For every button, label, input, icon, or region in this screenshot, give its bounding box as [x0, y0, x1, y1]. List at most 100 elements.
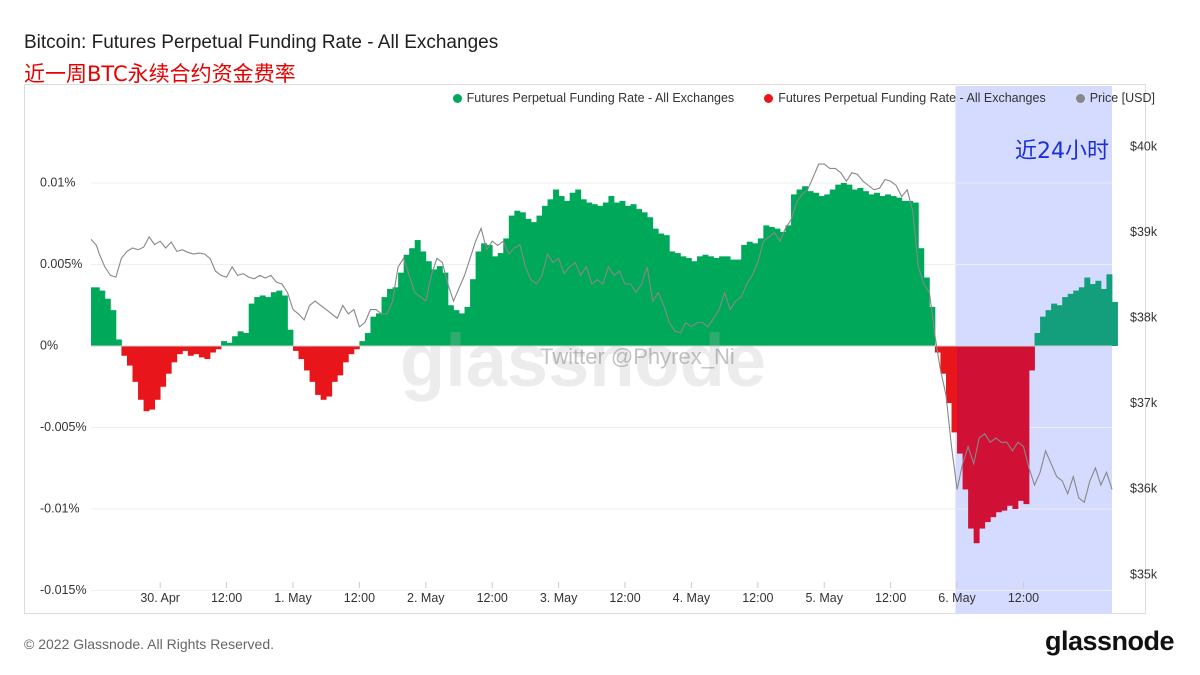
funding-bar-negative [1017, 346, 1024, 501]
funding-bar-negative [1001, 346, 1008, 511]
funding-bar-negative [309, 346, 316, 382]
funding-bar-positive [243, 332, 250, 346]
funding-bar-negative [1012, 346, 1019, 509]
funding-bar-negative [995, 346, 1002, 513]
funding-bar-negative [348, 346, 355, 355]
funding-bar-positive [835, 184, 842, 346]
funding-bar-positive [752, 243, 759, 346]
legend-label: Futures Perpetual Funding Rate - All Exc… [778, 91, 1046, 105]
funding-bar-negative [171, 346, 178, 363]
funding-bar-positive [403, 254, 410, 346]
funding-bar-negative [298, 346, 305, 360]
funding-bar-positive [636, 209, 643, 346]
funding-bar-positive [409, 248, 416, 346]
funding-bar-positive [879, 196, 886, 346]
funding-bar-positive [226, 342, 233, 346]
funding-bar-positive [597, 205, 604, 346]
funding-bar-positive [907, 200, 914, 346]
funding-bar-positive [492, 256, 499, 346]
funding-bar-negative [160, 346, 167, 387]
funding-bar-positive [497, 253, 504, 346]
x-tick-label: 1. May [274, 591, 312, 605]
x-tick-label: 5. May [805, 591, 843, 605]
funding-bar-positive [1089, 284, 1096, 346]
funding-bar-positive [641, 212, 648, 346]
funding-bar-positive [542, 205, 548, 346]
chart-subtitle: 近一周BTC永续合约资金费率 [24, 62, 296, 86]
funding-bar-negative [320, 346, 327, 400]
x-tick-label: 12:00 [211, 591, 242, 605]
funding-bar-positive [564, 200, 571, 346]
funding-bar-positive [514, 210, 521, 346]
y-right-tick-label: $36k [1130, 482, 1158, 496]
funding-bar-negative [934, 346, 941, 353]
funding-bar-positive [99, 290, 106, 346]
chart-legend: Futures Perpetual Funding Rate - All Exc… [452, 91, 1155, 105]
funding-bar-positive [813, 192, 820, 346]
x-tick-label: 4. May [673, 591, 711, 605]
funding-bar-positive [276, 290, 283, 346]
funding-bar-positive [652, 228, 659, 346]
funding-bar-positive [708, 256, 714, 346]
funding-bar-positive [851, 189, 858, 346]
funding-bar-positive [680, 256, 687, 346]
funding-bar-positive [785, 225, 792, 346]
funding-bar-negative [215, 346, 222, 350]
funding-bar-positive [768, 227, 775, 346]
legend-item-price[interactable]: Price [USD] [1075, 91, 1155, 105]
funding-bar-positive [414, 240, 421, 346]
funding-bar-positive [885, 194, 892, 346]
funding-bar-negative [187, 346, 194, 356]
funding-bar-positive [547, 199, 554, 346]
funding-bar-negative [353, 346, 360, 350]
funding-bar-positive [1051, 303, 1058, 346]
funding-bar-positive [658, 233, 665, 346]
legend-label: Futures Perpetual Funding Rate - All Exc… [466, 91, 735, 105]
funding-bar-positive [536, 215, 543, 346]
funding-bar-negative [951, 346, 958, 433]
legend-item-negative-funding[interactable]: Futures Perpetual Funding Rate - All Exc… [764, 91, 1046, 105]
x-axis: 30. Apr 12:00 1. May 12:00 2. May 12:00 3. May… [140, 582, 1039, 605]
funding-bar-positive [254, 297, 261, 346]
funding-bar-positive [857, 187, 864, 346]
funding-bar-positive [730, 259, 737, 346]
funding-bar-negative [149, 346, 156, 410]
legend-item-positive-funding[interactable]: Futures Perpetual Funding Rate - All Exc… [452, 91, 735, 105]
funding-bar-positive [270, 292, 277, 346]
funding-bar-positive [791, 194, 797, 346]
funding-bar-positive [829, 189, 836, 346]
twitter-watermark: Twitter @Phyrex_Ni [540, 344, 735, 369]
funding-bar-positive [1045, 310, 1052, 346]
funding-bar-positive [470, 279, 477, 346]
green-dot-icon [452, 93, 462, 103]
funding-bar-positive [918, 248, 925, 346]
funding-bar-positive [553, 189, 560, 346]
funding-bar-negative [957, 346, 963, 454]
funding-bar-positive [453, 310, 460, 346]
funding-bar-positive [735, 259, 742, 346]
x-tick-label: 12:00 [477, 591, 508, 605]
y-left-tick-label: 0.01% [40, 175, 75, 189]
funding-bar-negative [331, 346, 338, 382]
price-line-group [90, 163, 1113, 504]
funding-bar-positive [901, 200, 908, 346]
funding-bar-negative [337, 346, 344, 376]
x-tick-label: 12:00 [609, 591, 640, 605]
funding-bar-negative [962, 346, 969, 490]
recent-24h-label: 近24小时 [1015, 139, 1109, 164]
funding-bar-positive [1056, 305, 1063, 346]
y-axis-right: $40k $39k $38k $37k $36k $35k [1130, 139, 1158, 581]
y-left-tick-label: 0% [40, 338, 58, 352]
funding-bar-positive [431, 269, 438, 346]
funding-bar-positive [459, 313, 465, 346]
funding-bar-negative [1023, 346, 1030, 505]
funding-bar-positive [1067, 293, 1074, 346]
funding-bar-positive [281, 295, 288, 346]
funding-bar-positive [503, 238, 510, 346]
x-tick-label: 12:00 [875, 591, 906, 605]
funding-bar-positive [929, 306, 936, 346]
funding-bar-positive [375, 313, 382, 346]
gray-dot-icon [1075, 93, 1085, 103]
glassnode-watermark: glassnode [400, 319, 766, 402]
x-tick-label: 3. May [540, 591, 578, 605]
